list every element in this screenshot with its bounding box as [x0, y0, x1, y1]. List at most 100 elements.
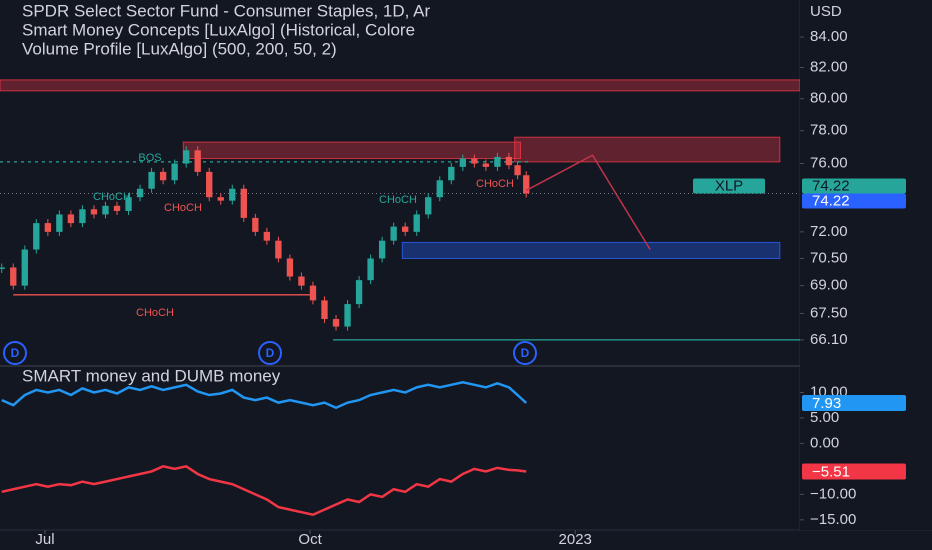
candle	[102, 205, 109, 215]
indicator-label: Volume Profile [LuxAlgo] (500, 200, 50, …	[22, 39, 337, 58]
candle	[33, 223, 40, 250]
currency-label: USD	[810, 3, 842, 20]
candle	[44, 223, 52, 232]
zone	[401, 241, 781, 259]
price-box	[802, 178, 906, 194]
candle	[459, 158, 466, 167]
candle	[378, 240, 386, 259]
candle	[390, 226, 397, 241]
candle	[113, 205, 121, 211]
candle	[263, 231, 271, 241]
event-label: D	[521, 346, 530, 360]
indicator-line	[1, 464, 527, 517]
candle	[471, 158, 478, 164]
price-box	[802, 193, 906, 209]
value-label: −5.51	[812, 463, 850, 480]
event-label: D	[266, 346, 275, 360]
price-label: 74.22	[812, 177, 850, 194]
candle	[229, 188, 236, 201]
candle	[56, 214, 63, 232]
y-tick-label: 76.00	[810, 155, 848, 172]
candle	[309, 285, 317, 301]
candle	[436, 180, 443, 198]
y-tick-label: 67.50	[810, 304, 848, 321]
y-tick-label: 80.00	[810, 90, 848, 107]
y-tick-label: 78.00	[810, 122, 848, 139]
candle	[206, 171, 213, 198]
symbol-label: XLP	[715, 177, 743, 194]
candle	[344, 304, 351, 327]
value-label: 7.93	[812, 395, 841, 412]
candle	[514, 165, 521, 176]
event-label: D	[11, 346, 20, 360]
symbol-box	[693, 178, 765, 194]
candle	[148, 171, 155, 189]
candle	[425, 197, 432, 215]
candle	[523, 175, 530, 194]
candle	[321, 300, 328, 320]
zone	[0, 79, 801, 92]
candle	[90, 209, 98, 215]
annotation: CHoCH	[164, 202, 202, 214]
candle	[286, 258, 294, 277]
y-tick-label: 0.00	[810, 434, 839, 451]
event-badge	[258, 341, 282, 365]
annotation: CHoCH	[379, 194, 417, 206]
candle	[240, 188, 247, 218]
event-badge	[513, 341, 537, 365]
candle	[79, 209, 86, 224]
candle	[136, 188, 144, 198]
candle	[482, 163, 490, 167]
candle	[332, 319, 340, 327]
candle	[448, 166, 455, 181]
price-label: 74.22	[812, 192, 850, 209]
y-tick-label: 84.00	[810, 28, 848, 45]
candle	[159, 171, 167, 181]
chart-title: SPDR Select Sector Fund - Consumer Stapl…	[22, 1, 431, 20]
candle	[367, 258, 374, 281]
x-tick-label: Oct	[298, 531, 322, 548]
lower-pane-title: SMART money and DUMB money	[22, 366, 281, 385]
candle	[10, 267, 17, 286]
zone	[182, 141, 521, 160]
price-axis	[800, 0, 932, 530]
candle	[413, 214, 420, 232]
candle	[125, 197, 132, 211]
y-tick-label: 69.00	[810, 277, 848, 294]
candle	[494, 156, 501, 167]
y-tick-label: 72.00	[810, 223, 848, 240]
value-box	[802, 463, 906, 480]
y-tick-label: 70.50	[810, 249, 848, 266]
projection-line	[525, 154, 651, 250]
candle	[182, 150, 190, 164]
event-badge	[3, 341, 27, 365]
annotation: BOS	[138, 152, 161, 164]
candle	[505, 156, 513, 166]
indicator-label: Smart Money Concepts [LuxAlgo] (Historic…	[22, 20, 415, 39]
candle	[21, 249, 28, 286]
value-box	[802, 395, 906, 412]
x-tick-label: Jul	[35, 531, 54, 548]
y-tick-label: 66.10	[810, 331, 848, 348]
candle	[355, 280, 363, 305]
candle	[171, 163, 178, 181]
candle	[252, 217, 259, 232]
y-tick-label: 5.00	[810, 409, 839, 426]
annotation: CHoCH	[476, 178, 514, 190]
candle	[194, 150, 201, 172]
candle	[298, 276, 305, 286]
y-tick-label: 82.00	[810, 58, 848, 75]
x-tick-label: 2023	[559, 531, 592, 548]
candle	[217, 197, 224, 201]
zone	[514, 136, 781, 163]
candle	[67, 214, 75, 224]
annotation: CHoCH	[136, 307, 174, 319]
candle	[402, 226, 409, 232]
candle	[275, 240, 282, 259]
plot: BOS CHoCH CHoCH CHoCH CHoCH CHoCH D D D	[0, 79, 801, 517]
indicator-line	[1, 381, 528, 410]
y-tick-label: −10.00	[810, 485, 856, 502]
annotation: CHoCH	[93, 191, 131, 203]
